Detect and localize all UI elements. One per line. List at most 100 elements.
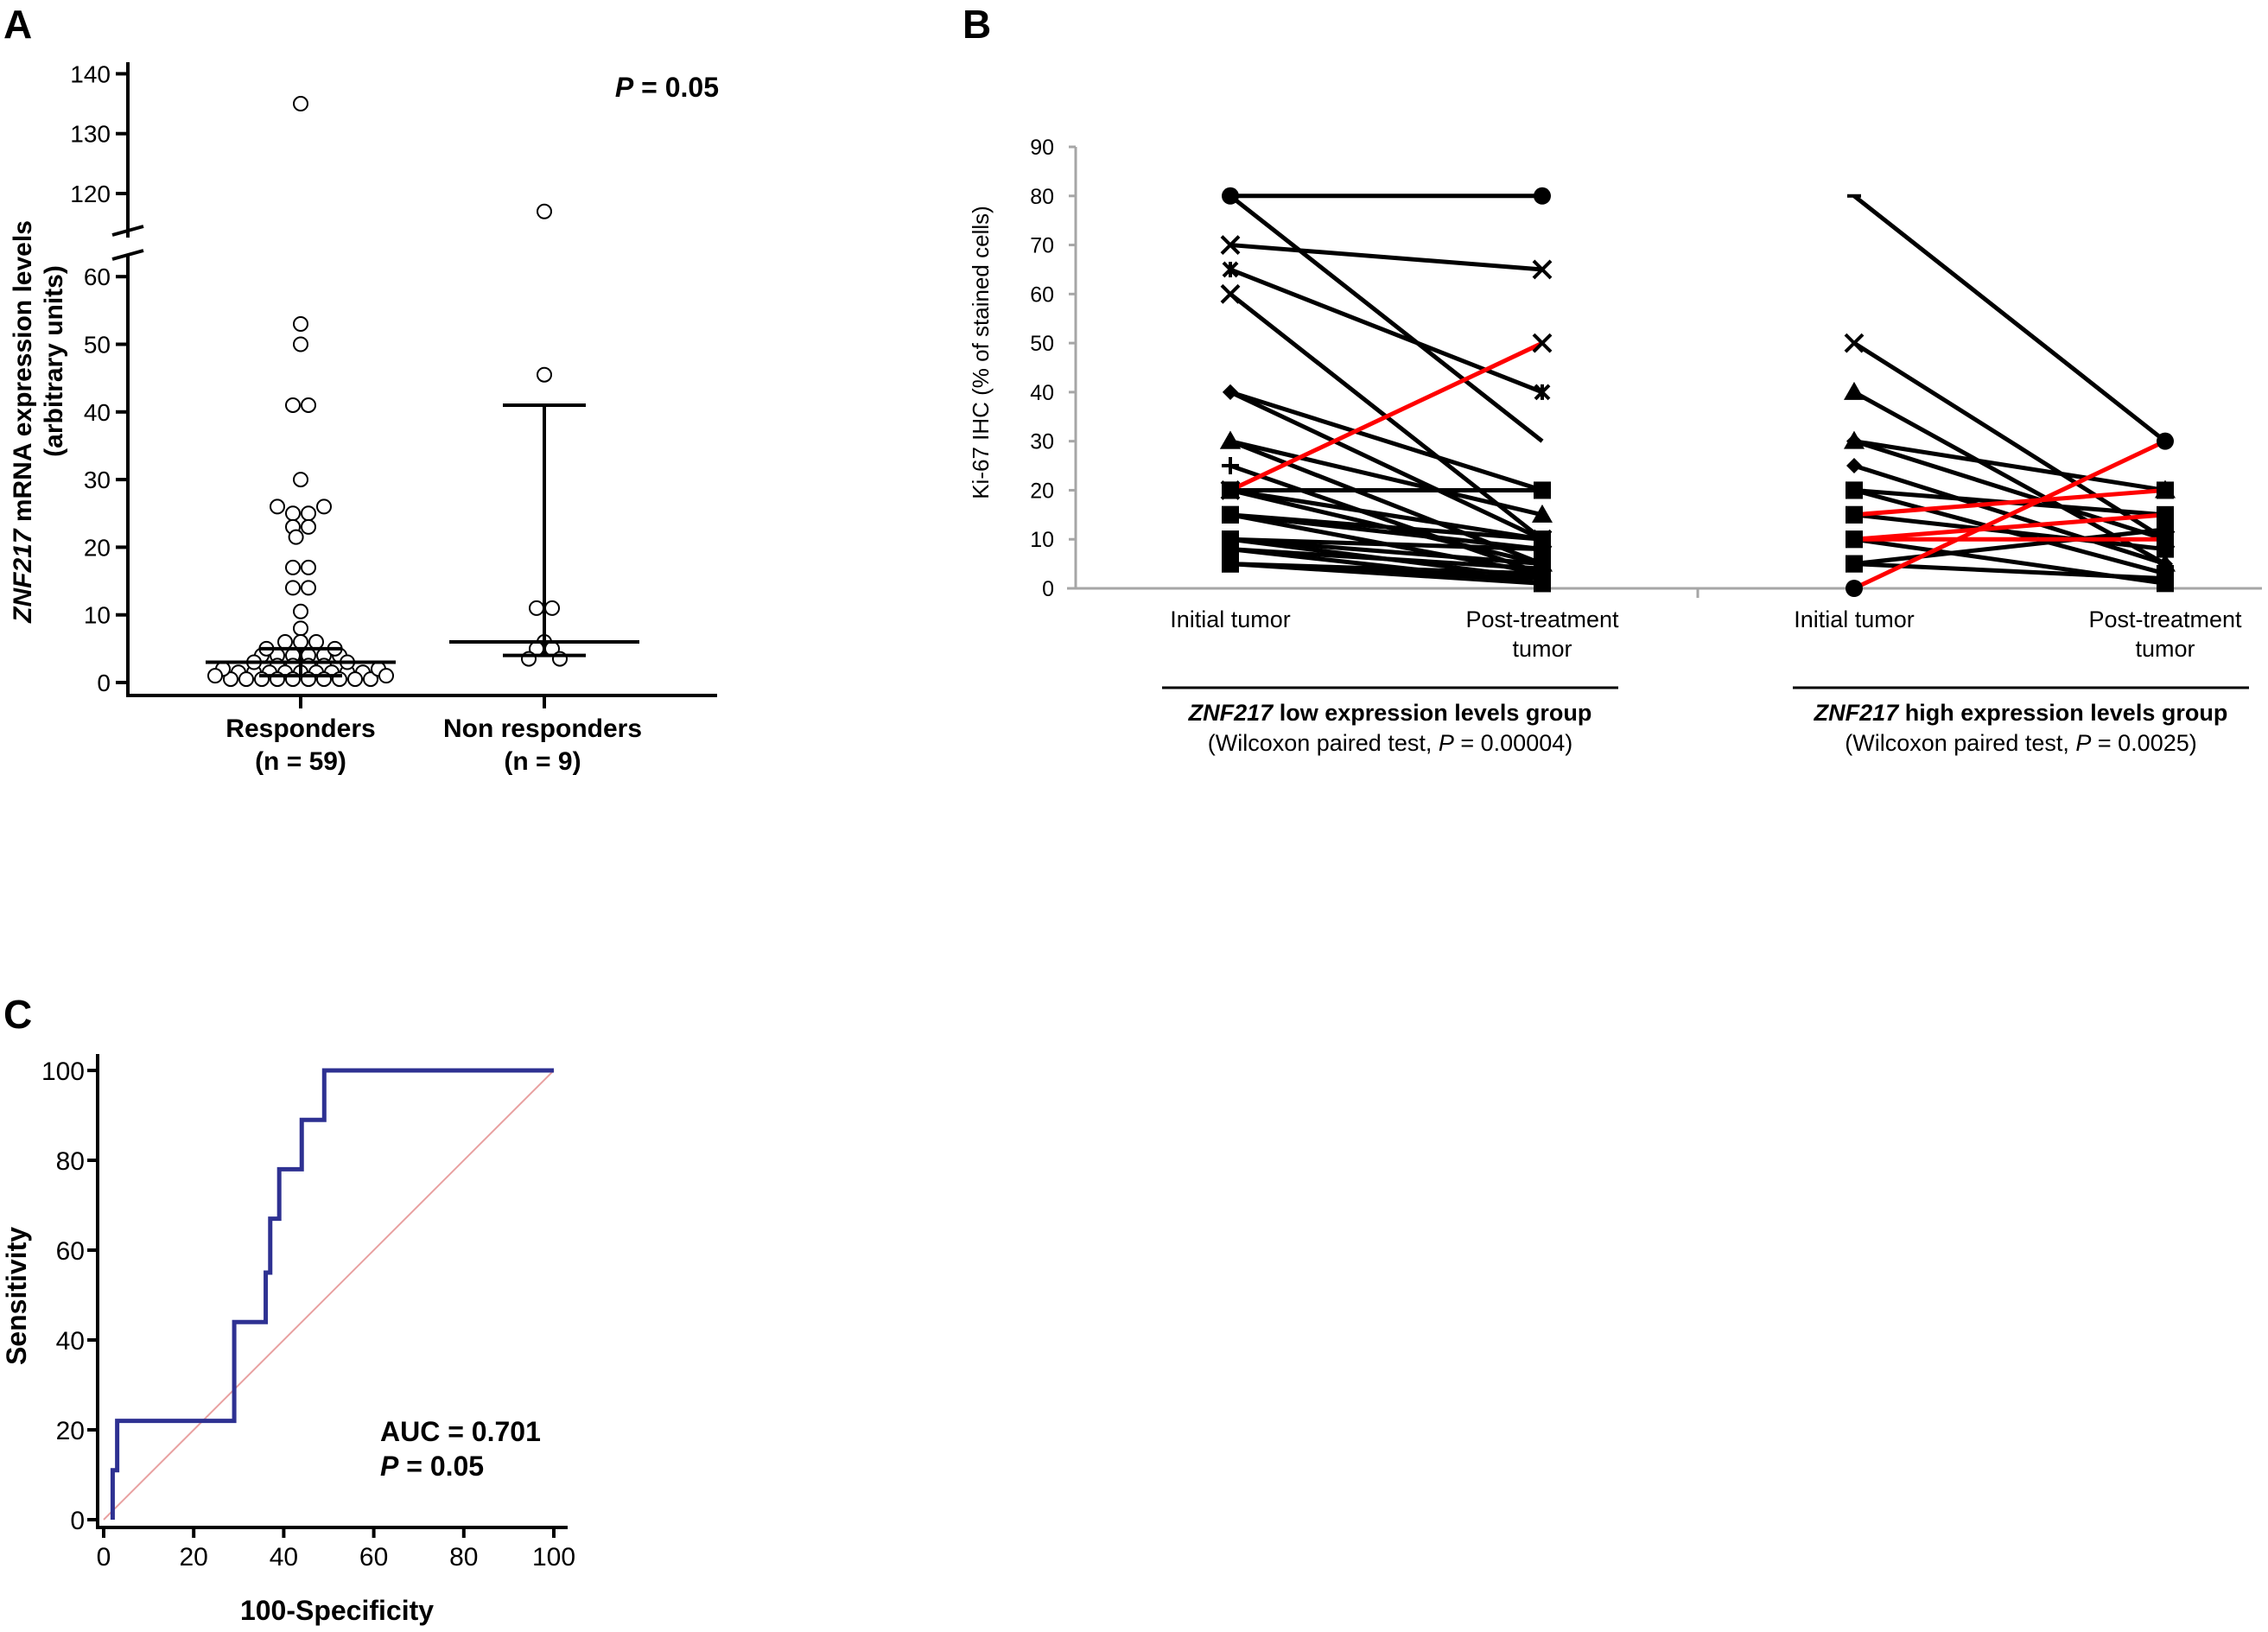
panel-c-ytick-label: 60 <box>56 1237 85 1266</box>
panel-b-pair-line <box>1229 390 1543 492</box>
panel-b-group-test-high: (Wilcoxon paired test, P = 0.0025) <box>1845 730 2196 756</box>
panel-b-marker-initial <box>1222 457 1239 475</box>
panel-b-pair-line <box>1229 537 1543 567</box>
panel-b-ytick-label: 30 <box>1030 430 1054 454</box>
panel-c-ytick-label: 20 <box>56 1417 85 1445</box>
panel-b-pair-line <box>1853 439 2166 492</box>
panel-a-axis-break-2 <box>111 249 144 261</box>
panel-b-marker-post <box>2157 520 2174 538</box>
panel-a-point <box>293 620 308 637</box>
panel-b-pair-line <box>1229 243 1543 272</box>
panel-b-marker-initial <box>1844 381 1865 400</box>
panel-a-ylabel-gene: ZNF217 <box>9 528 37 624</box>
panel-c-pvalue-p: P <box>380 1451 399 1482</box>
panel-a-pvalue: P = 0.05 <box>615 72 719 103</box>
panel-a-point <box>301 518 316 535</box>
panel-a-point <box>308 634 324 651</box>
panel-b-xtick-post-low-2: tumor <box>1512 636 1572 662</box>
panel-b-marker-post <box>1534 481 1551 499</box>
panel-a-point <box>285 505 301 522</box>
panel-b-marker-initial <box>1222 540 1239 558</box>
panel-b-group-title-low: ZNF217 low expression levels group <box>1188 700 1592 726</box>
panel-a-point <box>293 316 308 333</box>
panel-a-stats <box>206 403 639 678</box>
panel-a-point <box>288 529 304 545</box>
panel-c-ytick-label: 80 <box>56 1147 85 1176</box>
panel-b-xtick-post-high-2: tumor <box>2135 636 2195 662</box>
panel-c-xtick-label: 20 <box>180 1543 208 1572</box>
panel-b-pair-line <box>1852 194 2167 443</box>
panel-c-xtick-label: 60 <box>359 1543 388 1572</box>
panel-b-pair-line-red <box>1229 340 1544 492</box>
panel-a-ytick-label: 0 <box>97 670 111 696</box>
panel-b-marker-initial <box>1846 481 1863 499</box>
panel-a-point <box>207 668 223 684</box>
panel-b-marker-post <box>2157 506 2174 524</box>
panel-a-point <box>293 603 308 619</box>
panel-b-pair-line <box>1853 562 2166 581</box>
panel-b-ytick-label: 40 <box>1030 381 1054 405</box>
panel-c-pvalue: P = 0.05 <box>380 1451 484 1482</box>
panel-a-point <box>293 634 308 651</box>
panel-a-point <box>285 580 301 596</box>
panel-b-pair-line <box>1229 267 1543 395</box>
panel-b-marker-initial <box>1222 187 1239 205</box>
panel-c-chart: Sensitivity 100-Specificity 0 20 40 60 80 100… <box>1 1054 575 1626</box>
panel-a-point <box>529 600 544 616</box>
panel-b-marker-initial <box>1846 458 1862 474</box>
panel-b-group-test-low-prefix: (Wilcoxon paired test, <box>1208 730 1439 756</box>
panel-b-marker-initial <box>1846 530 1863 549</box>
panel-c-curves <box>103 1068 555 1521</box>
panel-b-marker-post <box>2157 432 2174 450</box>
panel-b-pair-line <box>1229 463 1543 576</box>
panel-b-chart: Ki-67 IHC (% of stained cells) 0 10 20 30 40… <box>968 136 2262 756</box>
panel-b-group-title-high-rest: high expression levels group <box>1898 700 2227 726</box>
panel-c-xlabel: 100-Specificity <box>240 1595 434 1626</box>
panel-b-marker-initial <box>1222 505 1239 524</box>
panel-b-pair-line <box>1853 512 2166 552</box>
panel-b-group-test-high-prefix: (Wilcoxon paired test, <box>1845 730 2075 756</box>
panel-b-marker-post <box>1534 384 1551 401</box>
panel-a-point <box>238 671 254 688</box>
panel-b-pair-line <box>1229 547 1543 571</box>
panel-b-ytick-label: 90 <box>1030 136 1054 160</box>
panel-b-marker-initial <box>1844 333 1865 353</box>
panel-c-letter: C <box>3 992 32 1037</box>
panel-a-point <box>293 336 308 352</box>
panel-a-point <box>347 671 363 688</box>
panel-b-group-title-low-rest: low expression levels group <box>1273 700 1591 726</box>
panel-b-marker-initial <box>1223 384 1238 400</box>
panel-b-group-test-low: (Wilcoxon paired test, P = 0.00004) <box>1208 730 1573 756</box>
panel-a-ytick-label: 130 <box>70 121 111 148</box>
panel-a-ytick-label: 20 <box>84 534 111 561</box>
panel-a-point <box>293 472 308 488</box>
panel-c-ytick-label: 40 <box>56 1327 85 1356</box>
panel-c-xtick-label: 80 <box>449 1543 478 1572</box>
panel-a-point <box>537 203 552 219</box>
panel-b-group-test-low-rest: = 0.00004) <box>1454 730 1572 756</box>
panel-b-marker-initial <box>1846 433 1862 449</box>
panel-b-pair-line-red <box>1853 487 2166 518</box>
panel-b-ytick-label: 0 <box>1042 577 1054 601</box>
panel-b-marker-post <box>1532 259 1553 280</box>
panel-b-group-test-high-rest: = 0.0025) <box>2091 730 2196 756</box>
panel-c-roc-curve <box>110 1068 554 1520</box>
panel-b-ytick-label: 70 <box>1030 234 1054 258</box>
panel-b-group-test-low-p: P <box>1439 730 1454 756</box>
panel-c-auc: AUC = 0.701 <box>380 1416 541 1447</box>
panel-a-point <box>223 671 238 688</box>
panel-a-ticks: 0 10 20 30 40 50 60 120 130 140 <box>70 60 128 696</box>
panel-a-ytick-label: 40 <box>84 399 111 426</box>
panel-b-marker-post <box>1532 504 1553 523</box>
panel-a-point <box>316 498 332 515</box>
panel-b-ticks: 0 10 20 30 40 50 60 70 80 90 <box>1030 136 1076 601</box>
panel-a-letter: A <box>3 2 32 47</box>
panel-b-pair-line <box>1853 527 2166 567</box>
panel-b-pair-line <box>1229 439 1543 518</box>
panel-a-axis-break-1 <box>111 225 144 237</box>
panel-a-point <box>301 397 316 413</box>
panel-a-point <box>544 600 560 616</box>
panel-c-xtick-label: 40 <box>270 1543 298 1572</box>
panel-b-marker-initial <box>1222 555 1239 573</box>
